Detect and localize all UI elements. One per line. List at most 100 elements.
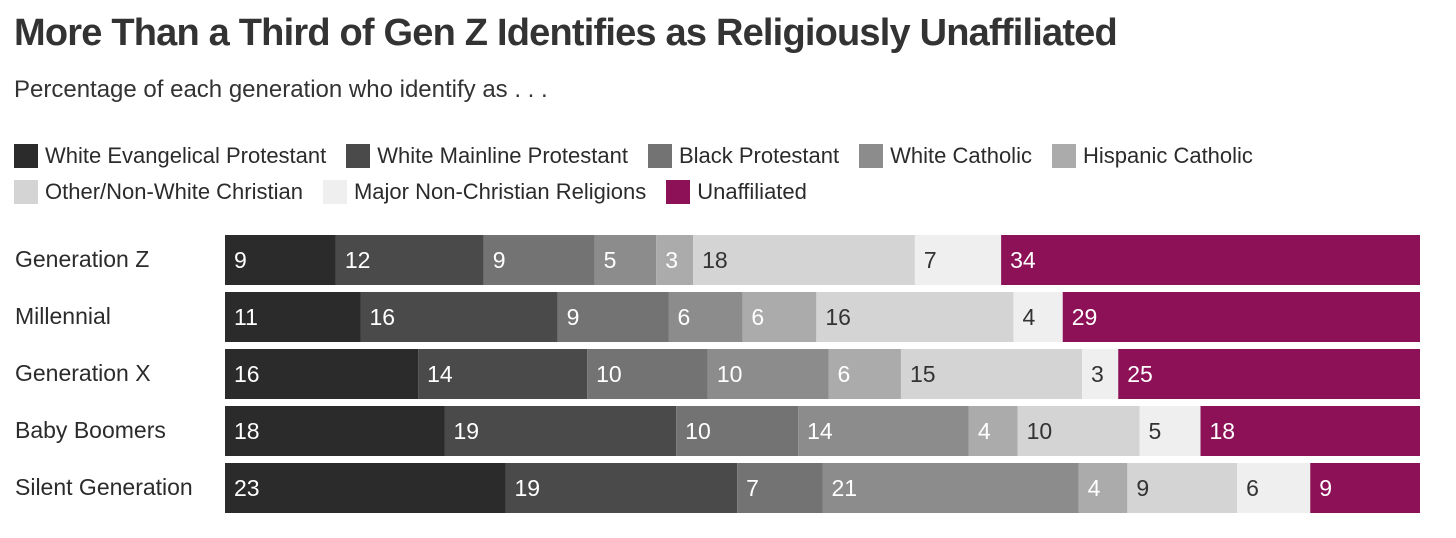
legend-label: White Evangelical Protestant [45, 143, 327, 168]
legend-label: Black Protestant [678, 143, 840, 168]
bar-segment [1200, 406, 1420, 456]
bar-value-label: 5 [1149, 418, 1162, 444]
bar-value-label: 3 [665, 247, 678, 273]
legend-item-hispanic-catholic: Hispanic Catholic [1051, 143, 1253, 169]
bar-segment [798, 406, 969, 456]
bar-value-label: 11 [234, 304, 258, 330]
bar-segment [418, 349, 588, 399]
chart-title: More Than a Third of Gen Z Identifies as… [14, 12, 1118, 54]
row-label-millennial: Millennial [15, 303, 111, 329]
bar-value-label: 9 [567, 304, 580, 330]
bar-segment [360, 292, 558, 342]
bar-segment [1078, 463, 1128, 513]
bar-segment [225, 406, 445, 456]
bar-segment [594, 235, 657, 285]
bar-value-label: 10 [1027, 418, 1053, 444]
legend-swatch [14, 144, 38, 168]
bar-value-label: 19 [453, 418, 479, 444]
bar-value-label: 34 [1010, 247, 1036, 273]
bar-value-label: 16 [825, 304, 851, 330]
bar-segment [225, 292, 361, 342]
bar-value-label: 14 [807, 418, 833, 444]
bar-segment [676, 406, 799, 456]
legend-swatch [647, 144, 672, 168]
bar-value-label: 19 [514, 475, 540, 501]
bar-value-label: 9 [1319, 475, 1332, 501]
bar-value-label: 4 [1022, 304, 1035, 330]
bar-value-label: 29 [1072, 304, 1098, 330]
bar-value-label: 18 [702, 247, 728, 273]
bar-value-label: 5 [604, 247, 617, 273]
bar-value-label: 4 [1088, 475, 1101, 501]
bar-value-label: 6 [678, 304, 691, 330]
bar-segment [444, 406, 677, 456]
bar-segment [914, 235, 1002, 285]
bar-segment [822, 463, 1079, 513]
bar-segment [505, 463, 738, 513]
bar-value-label: 6 [838, 361, 851, 387]
bar-value-label: 10 [685, 418, 711, 444]
bar-segment [828, 349, 901, 399]
legend-row: Other/Non-White Christian Major Non-Chri… [14, 174, 1434, 210]
bar-value-label: 4 [978, 418, 991, 444]
legend-label: White Mainline Protestant [377, 143, 628, 168]
row-label-baby-boomers: Baby Boomers [15, 417, 166, 443]
legend: White Evangelical Protestant White Mainl… [14, 138, 1434, 210]
bar-segment [1017, 406, 1140, 456]
bar-segment [737, 463, 823, 513]
chart-subtitle: Percentage of each generation who identi… [14, 76, 548, 103]
legend-item-major-non-christian-religions: Major Non-Christian Religions [322, 179, 647, 205]
bar-value-label: 9 [234, 247, 247, 273]
bar-segment [742, 292, 817, 342]
legend-swatch [14, 180, 38, 204]
bar-value-label: 16 [234, 361, 260, 387]
bar-segment [587, 349, 708, 399]
bar-segment [816, 292, 1014, 342]
legend-item-other-non-white-christian: Other/Non-White Christian [14, 179, 303, 205]
bar-value-label: 21 [832, 475, 858, 501]
bar-segment [900, 349, 1083, 399]
legend-label: Major Non-Christian Religions [353, 179, 647, 204]
legend-item-black-protestant: Black Protestant [647, 143, 840, 169]
legend-swatch [859, 144, 884, 168]
bar-value-label: 18 [1210, 418, 1236, 444]
row-label-generation-z: Generation Z [15, 246, 150, 272]
legend-swatch [1051, 144, 1076, 168]
bar-value-label: 14 [427, 361, 453, 387]
bar-value-label: 7 [746, 475, 759, 501]
legend-swatch [346, 144, 371, 168]
bar-value-label: 9 [1136, 475, 1149, 501]
bar-segment [1139, 406, 1201, 456]
bar-value-label: 7 [924, 247, 937, 273]
legend-swatch [666, 180, 691, 204]
legend-item-white-evangelical-protestant: White Evangelical Protestant [14, 143, 326, 169]
bar-segment [225, 349, 419, 399]
legend-label: Hispanic Catholic [1082, 143, 1253, 168]
bar-segment [693, 235, 915, 285]
bar-segment [335, 235, 484, 285]
bar-value-label: 25 [1127, 361, 1153, 387]
legend-label: Other/Non-White Christian [45, 179, 303, 204]
legend-label: Unaffiliated [697, 179, 807, 204]
bar-segment [1001, 235, 1420, 285]
bar-segment [557, 292, 669, 342]
bar-segment [656, 235, 694, 285]
legend-swatch [322, 180, 347, 204]
bar-value-label: 12 [345, 247, 371, 273]
bar-value-label: 6 [1246, 475, 1259, 501]
bar-value-label: 9 [493, 247, 506, 273]
row-label-silent-generation: Silent Generation [15, 474, 193, 500]
row-label-generation-x: Generation X [15, 360, 151, 386]
legend-row: White Evangelical Protestant White Mainl… [14, 138, 1434, 174]
bar-value-label: 16 [370, 304, 396, 330]
bar-segment [707, 349, 829, 399]
legend-item-white-mainline-protestant: White Mainline Protestant [346, 143, 628, 169]
bar-value-label: 10 [596, 361, 622, 387]
bar-value-label: 15 [910, 361, 936, 387]
bar-segment [225, 235, 336, 285]
bar-segment [483, 235, 595, 285]
bar-segment [1127, 463, 1238, 513]
bar-segment [1310, 463, 1420, 513]
bar-segment [225, 463, 506, 513]
